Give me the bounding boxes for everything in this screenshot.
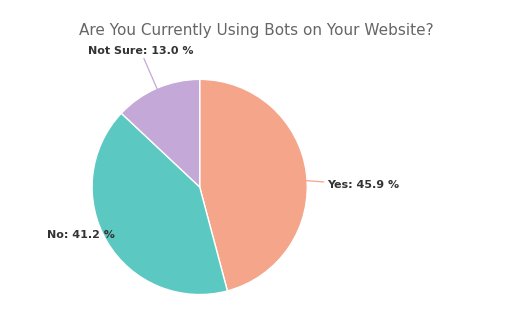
Text: Are You Currently Using Bots on Your Website?: Are You Currently Using Bots on Your Web… bbox=[79, 23, 433, 38]
Wedge shape bbox=[121, 79, 200, 187]
Wedge shape bbox=[200, 79, 307, 291]
Wedge shape bbox=[92, 113, 227, 295]
Text: No: 41.2 %: No: 41.2 % bbox=[47, 224, 136, 240]
Text: Not Sure: 13.0 %: Not Sure: 13.0 % bbox=[88, 46, 193, 129]
Text: Yes: 45.9 %: Yes: 45.9 % bbox=[273, 178, 399, 190]
